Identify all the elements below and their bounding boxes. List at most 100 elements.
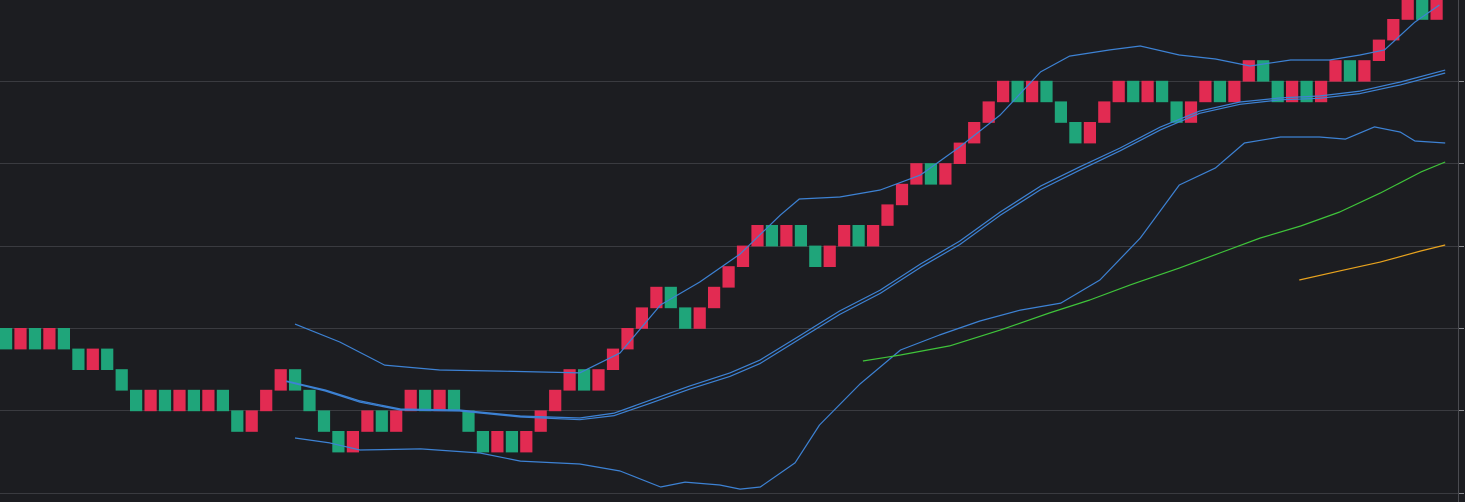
renko-brick-green [317, 410, 331, 432]
renko-brick-green [28, 328, 42, 350]
renko-brick-red [1242, 60, 1255, 82]
renko-brick-green [231, 410, 244, 432]
renko-brick-red [1358, 60, 1371, 82]
renko-brick-green [809, 245, 822, 267]
renko-brick-green [852, 225, 865, 247]
renko-brick-green [332, 431, 345, 453]
renko-brick-red [736, 245, 750, 267]
renko-brick-red [997, 80, 1010, 103]
renko-brick-red [635, 307, 648, 329]
renko-brick-red [563, 369, 576, 391]
renko-brick-green [1213, 80, 1226, 103]
renko-brick-red [708, 286, 721, 309]
renko-brick-red [1141, 80, 1154, 103]
renko-brick-red [867, 225, 880, 247]
renko-brick-red [1083, 122, 1096, 144]
renko-brick-green [505, 431, 518, 453]
renko-brick-green [1156, 80, 1169, 103]
renko-brick-red [173, 389, 186, 412]
renko-brick-red [1199, 80, 1212, 103]
renko-brick-red [549, 389, 562, 412]
renko-brick-red [1430, 0, 1443, 20]
renko-brick-red [1315, 80, 1328, 103]
renko-brick-red [693, 307, 706, 329]
renko-brick-red [43, 328, 56, 350]
renko-brick-green [158, 389, 172, 412]
renko-brick-green [578, 369, 591, 391]
renko-brick-red [274, 369, 287, 391]
renko-brick-green [1127, 80, 1140, 103]
renko-brick-red [722, 266, 735, 288]
renko-brick-green [375, 410, 388, 432]
upper-band-line [294, 4, 1440, 374]
renko-brick-red [780, 225, 793, 247]
renko-brick-red [1026, 80, 1039, 103]
renko-brick-red [361, 410, 374, 432]
renko-brick-green [1054, 101, 1067, 123]
renko-brick-red [650, 286, 663, 309]
renko-brick-green [1011, 80, 1024, 103]
renko-brick-red [1228, 80, 1241, 103]
renko-brick-red [404, 389, 417, 412]
indicator-lines [286, 4, 1446, 490]
renko-brick-red [1387, 19, 1400, 41]
renko-brick-green [101, 348, 114, 370]
renko-brick-green [679, 307, 692, 329]
renko-brick-red [881, 204, 894, 226]
renko-bricks [0, 0, 1443, 453]
renko-brick-red [144, 389, 157, 412]
renko-brick-red [245, 410, 258, 432]
renko-brick-red [491, 431, 504, 453]
renko-brick-green [72, 348, 85, 370]
price-axis[interactable] [1458, 0, 1464, 502]
renko-brick-green [1343, 60, 1356, 82]
renko-brick-red [390, 410, 403, 432]
renko-brick-green [794, 225, 807, 247]
renko-brick-green [187, 389, 200, 412]
renko-brick-red [14, 328, 27, 350]
renko-brick-red [1112, 80, 1125, 103]
renko-brick-red [823, 245, 836, 267]
renko-brick-green [130, 389, 143, 412]
renko-brick-green [57, 328, 70, 350]
renko-brick-green [924, 163, 937, 185]
renko-brick-green [476, 431, 489, 453]
renko-brick-green [765, 225, 778, 247]
renko-brick-red [433, 389, 446, 412]
renko-brick-red [953, 142, 966, 164]
renko-brick-red [1098, 101, 1111, 123]
renko-brick-green [0, 328, 13, 350]
renko-brick-green [1257, 60, 1270, 82]
renko-brick-green [664, 286, 677, 309]
renko-brick-red [939, 163, 952, 185]
renko-brick-red [982, 101, 995, 123]
renko-brick-green [447, 389, 461, 412]
renko-brick-red [534, 410, 547, 432]
renko-brick-red [910, 163, 923, 185]
renko-brick-red [1184, 101, 1198, 123]
renko-brick-green [419, 389, 432, 412]
renko-brick-red [1372, 39, 1385, 61]
renko-brick-red [520, 431, 533, 453]
moving-average-line [286, 72, 1446, 421]
renko-brick-green [289, 369, 302, 391]
renko-brick-red [895, 183, 909, 206]
renko-brick-red [86, 348, 99, 370]
renko-brick-green [216, 389, 229, 412]
renko-brick-red [751, 225, 764, 247]
renko-brick-red [260, 389, 273, 412]
middle-band-line [286, 69, 1446, 419]
renko-brick-red [838, 225, 851, 247]
renko-brick-green [1271, 80, 1284, 103]
renko-brick-green [303, 389, 316, 412]
lower-band-line [294, 126, 1446, 490]
gridlines [0, 81, 1458, 494]
renko-brick-green [1040, 80, 1053, 103]
renko-brick-red [1329, 60, 1342, 82]
renko-brick-red [1401, 0, 1414, 20]
green-ma-line [862, 161, 1446, 362]
renko-brick-red [202, 389, 215, 412]
renko-brick-green [115, 369, 128, 391]
orange-ma-line [1299, 244, 1446, 281]
